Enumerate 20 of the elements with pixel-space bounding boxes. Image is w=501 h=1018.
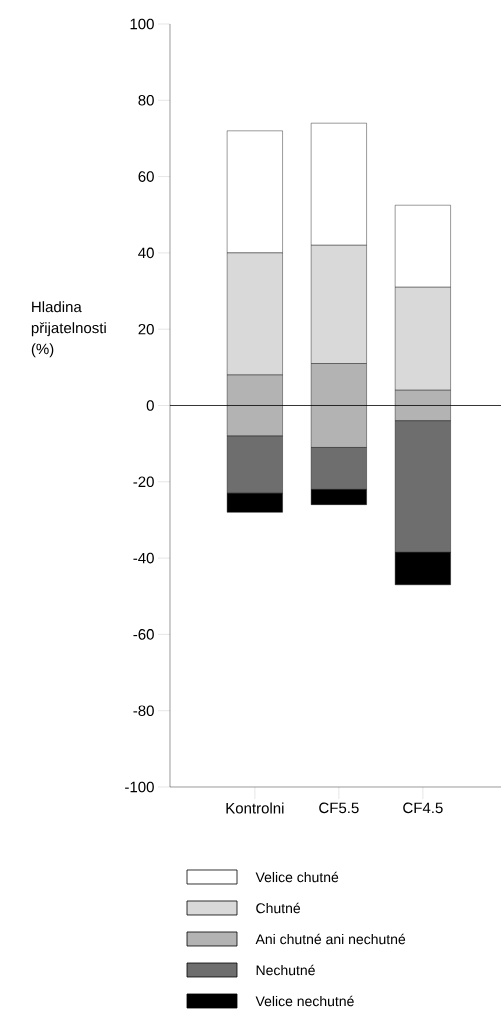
y-tick-label: 100 <box>130 18 154 30</box>
legend-label: Velice chutné <box>255 871 339 883</box>
y-tick-label: 80 <box>138 94 154 106</box>
y-tick-label: -40 <box>133 552 154 564</box>
legend-label: Velice nechutné <box>255 995 354 1007</box>
x-tick-label: CF5.5 <box>319 802 359 814</box>
y-tick-label: 20 <box>138 323 154 335</box>
y-axis-title: Hladina přijatelnosti (%) <box>31 301 106 358</box>
y-tick-label: -20 <box>133 476 154 488</box>
x-tick-label: CF4.5 <box>403 802 443 814</box>
y-tick-label: -100 <box>125 781 154 793</box>
legend-label: Chutné <box>256 902 301 914</box>
y-tick-label: -80 <box>133 705 154 716</box>
legend-label: Ani chutné ani nechutné <box>255 933 406 945</box>
legend-label: Nechutné <box>256 964 315 976</box>
y-tick-label: -60 <box>133 629 154 640</box>
y-tick-label: 0 <box>146 400 154 411</box>
y-tick-label: 60 <box>138 171 154 182</box>
y-tick-label: 40 <box>138 247 154 259</box>
x-tick-label: Kontrolni <box>226 802 284 814</box>
